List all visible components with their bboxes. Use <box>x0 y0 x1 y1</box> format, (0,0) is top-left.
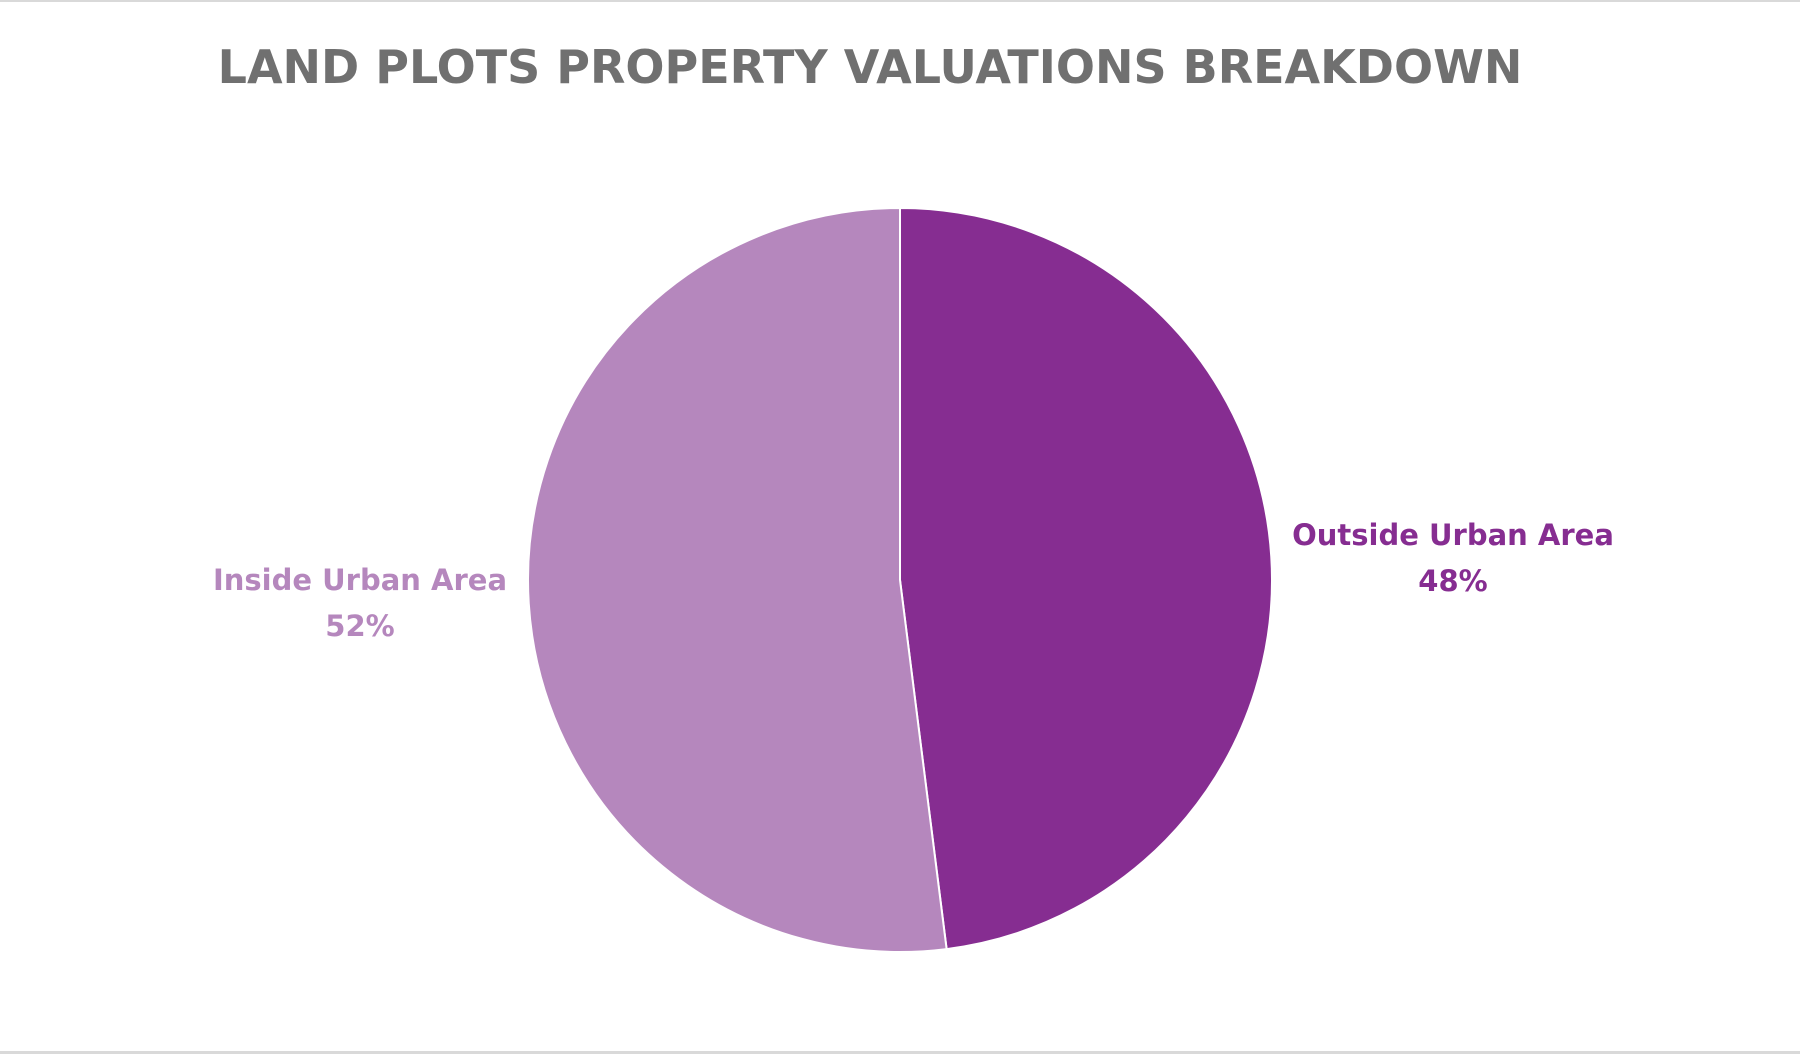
bottom-divider <box>0 1051 1800 1054</box>
pie-slice-inside-urban-area <box>527 206 948 953</box>
data-label-outside-urban-area: Outside Urban Area 48% <box>1268 512 1638 604</box>
chart-title: LAND PLOTS PROPERTY VALUATIONS BREAKDOWN <box>217 40 1523 94</box>
data-label-outside-category: Outside Urban Area <box>1292 518 1614 552</box>
pie-slices <box>527 206 1273 953</box>
data-label-inside-category: Inside Urban Area <box>212 563 508 597</box>
data-label-inside-value: 52% <box>325 609 395 643</box>
pie-slice-outside-urban-area <box>899 206 1273 951</box>
data-label-inside-urban-area: Inside Urban Area 52% <box>210 557 510 649</box>
data-label-outside-value: 48% <box>1418 564 1488 598</box>
top-divider <box>0 0 1800 2</box>
